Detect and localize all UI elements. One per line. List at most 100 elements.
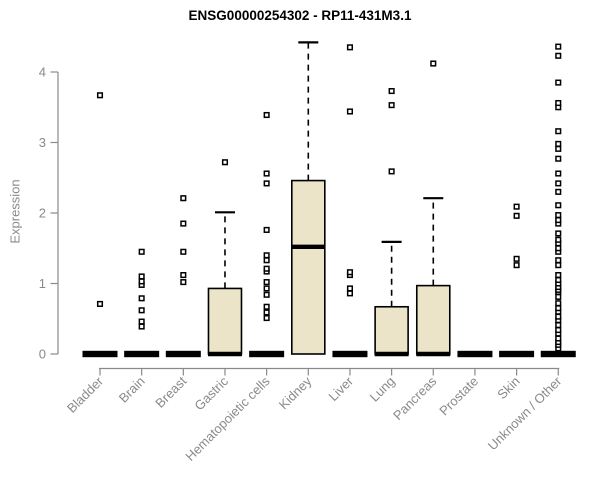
collapsed-box [124,350,160,358]
y-tick-label: 3 [39,135,46,150]
collapsed-box [332,350,368,358]
outlier-point [555,99,562,107]
outlier-point [555,245,562,252]
outlier-point [138,273,145,280]
outlier-point [555,300,562,307]
outlier-point [555,230,562,237]
x-tick-label: Liver [326,373,357,404]
outlier-point [555,262,562,269]
outlier-point [555,326,562,334]
outlier-point [555,322,562,329]
collapsed-box [457,350,493,358]
outlier-point [346,269,354,276]
outlier-point [263,257,270,264]
outlier-point [430,60,437,67]
outlier-point [180,220,187,227]
outlier-point [263,309,270,316]
outlier-point [513,212,520,219]
y-tick-label: 0 [39,347,46,362]
outlier-point [138,295,145,302]
x-tick-label: Skin [494,374,522,402]
outlier-point [388,168,395,175]
box [374,305,409,355]
outlier-point [263,279,270,286]
outlier-point [555,155,562,162]
x-tick-label: Unknown / Other [485,373,565,453]
outlier-point [138,323,145,330]
outlier-point [346,285,354,292]
outlier-point [138,307,145,314]
outlier-point [555,271,562,279]
y-tick-label: 1 [39,276,46,291]
outlier-point [346,44,354,51]
outlier-point [138,278,145,285]
outlier-point [513,203,520,210]
box [290,179,326,355]
x-tick-label: Kidney [276,373,315,412]
outlier-point [263,170,270,177]
collapsed-box [540,350,576,358]
collapsed-box [499,350,535,358]
outlier-point [555,335,562,342]
outlier-point [388,102,395,109]
collapsed-box [82,350,118,358]
x-tick-label: Gastric [191,373,231,413]
outlier-point [263,314,270,322]
outlier-point [555,257,562,264]
outlier-point [555,43,562,50]
outlier-point [555,145,562,152]
collapsed-box [165,350,201,358]
x-tick-label: Bladder [64,373,107,416]
outlier-point [555,79,562,86]
outlier-point [96,92,104,99]
outlier-point [388,87,395,95]
x-tick-label: Breast [152,373,189,410]
box [415,284,451,355]
y-tick-label: 4 [39,65,46,80]
x-tick-label: Brain [116,374,148,406]
outlier-point [555,212,562,219]
outlier-point [263,252,270,259]
outlier-point [555,180,562,187]
x-tick-label: Prostate [436,374,481,419]
outlier-point [513,255,520,262]
outlier-point [513,262,520,269]
x-tick-label: Lung [367,374,398,405]
box [207,287,243,355]
outlier-point [138,318,145,325]
outlier-point [263,303,270,310]
outlier-point [555,128,562,135]
outlier-point [555,276,562,284]
outlier-point [555,293,562,300]
outlier-point [263,285,270,292]
outlier-point [180,271,187,279]
outlier-point [180,195,187,202]
collapsed-box [249,350,285,358]
outlier-point [263,265,270,272]
outlier-point [346,108,354,115]
outlier-point [180,248,187,255]
outlier-point [263,111,270,119]
outlier-point [263,291,270,298]
x-tick-label: Pancreas [390,373,440,423]
outlier-point [263,180,270,187]
outlier-point [96,300,104,307]
outlier-point [555,170,562,177]
outlier-point [555,305,562,312]
outlier-point [555,188,562,195]
outlier-point [180,279,187,286]
outlier-point [346,290,354,297]
outlier-point [555,313,562,320]
outlier-point [221,159,229,166]
outlier-point [555,236,562,243]
outlier-point [555,140,562,147]
outlier-point [555,52,562,59]
outlier-point [138,248,145,255]
y-tick-label: 2 [39,206,46,221]
chart-title: ENSG00000254302 - RP11-431M3.1 [188,8,412,23]
outlier-point [555,217,562,224]
outlier-point [263,226,270,233]
outlier-point [555,202,562,209]
